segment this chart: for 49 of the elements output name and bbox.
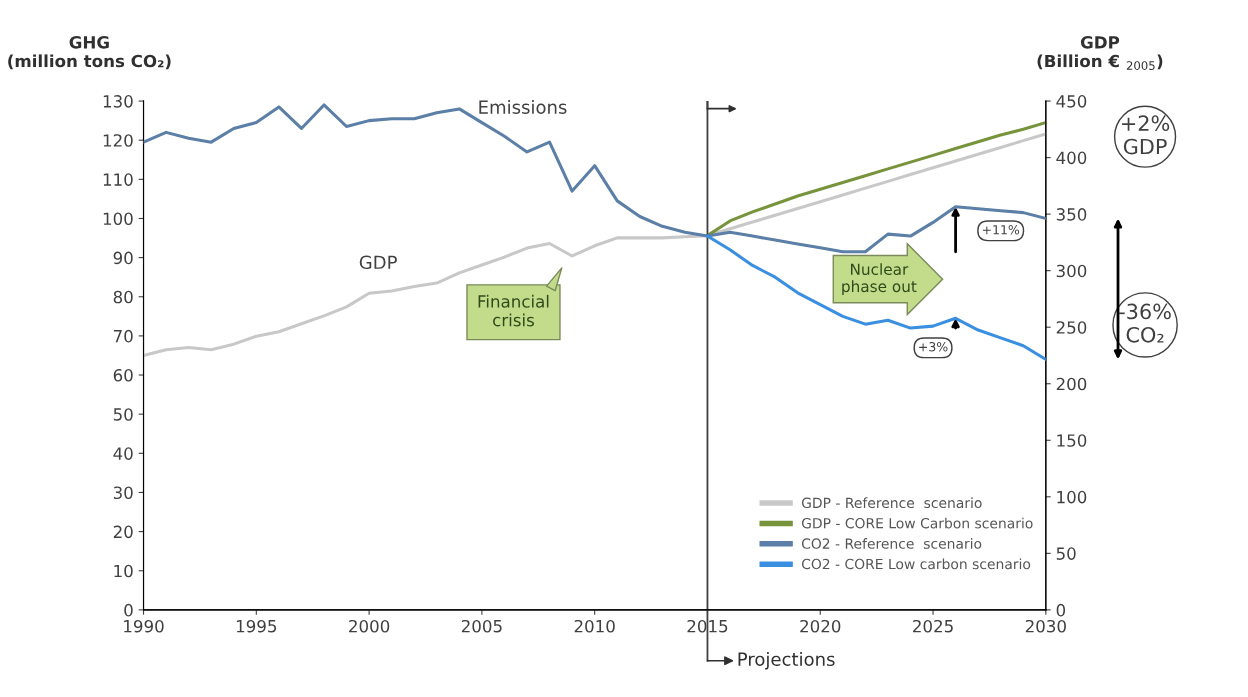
y-axis-title: GHG (million tons CO₂) xyxy=(8,36,171,70)
y-tick-label: 130 xyxy=(103,95,133,108)
x-tick-label: 2020 xyxy=(800,619,841,633)
y-tick-label: 60 xyxy=(113,369,133,382)
y2-tick-label: 100 xyxy=(1057,490,1087,504)
x-tick-label: 2005 xyxy=(461,619,502,633)
annotation: +3% xyxy=(919,342,948,352)
y-tick-label: 70 xyxy=(113,329,133,343)
legend-label: CO2 - CORE Low carbon scenario xyxy=(801,558,1031,570)
y2-axis-title: GDP (Billion € $_{2005}$) xyxy=(1037,36,1163,70)
annotation: +11% xyxy=(982,224,1020,235)
text: +2% GDP xyxy=(1122,115,1170,155)
line-series xyxy=(143,132,1046,357)
y-tick-label: 40 xyxy=(113,447,133,460)
y2-tick-label: 300 xyxy=(1056,264,1087,278)
y-tick-label: 100 xyxy=(103,212,133,226)
y2-tick-label: 450 xyxy=(1056,95,1087,108)
y-tick-label: 120 xyxy=(103,134,133,147)
legend-label: GDP - CORE Low Carbon scenario xyxy=(801,517,1033,529)
y-tick-label: 30 xyxy=(113,486,133,500)
annotation: Financial crisis xyxy=(478,294,549,327)
annotation: Emissions xyxy=(479,99,567,114)
y2-tick-label: 250 xyxy=(1056,321,1087,334)
x-tick-label: 2025 xyxy=(913,619,953,633)
y2-tick-label: 400 xyxy=(1056,151,1087,165)
y-tick-label: 90 xyxy=(113,251,133,265)
y2-tick-label: 200 xyxy=(1056,377,1087,391)
y-tick-label: 80 xyxy=(113,290,133,304)
y-tick-label: 0 xyxy=(124,603,133,617)
y2-tick-label: 0 xyxy=(1056,603,1066,617)
x-tick-label: 2000 xyxy=(349,619,390,633)
y-tick-label: 50 xyxy=(113,408,133,421)
y-tick-label: 20 xyxy=(113,525,133,539)
legend-label: CO2 - Reference scenario xyxy=(801,538,982,549)
annotation: Nuclear phase out xyxy=(842,263,917,296)
legend-label: Projections xyxy=(738,652,835,670)
x-tick-label: 2010 xyxy=(574,619,615,633)
text: -36% CO₂ xyxy=(1119,303,1171,343)
y2-tick-label: 50 xyxy=(1056,547,1076,560)
y2-tick-label: 150 xyxy=(1057,434,1087,447)
annotation: GDP xyxy=(359,255,397,270)
legend-label: GDP - Reference scenario xyxy=(801,497,982,509)
y2-tick-label: 350 xyxy=(1056,208,1087,221)
y-tick-label: 110 xyxy=(103,173,133,186)
line-series xyxy=(705,234,1046,361)
x-tick-label: 2030 xyxy=(1025,619,1066,633)
x-tick-label: 1990 xyxy=(124,619,164,633)
y-tick-label: 10 xyxy=(114,564,133,578)
x-tick-label: 1995 xyxy=(236,619,277,633)
